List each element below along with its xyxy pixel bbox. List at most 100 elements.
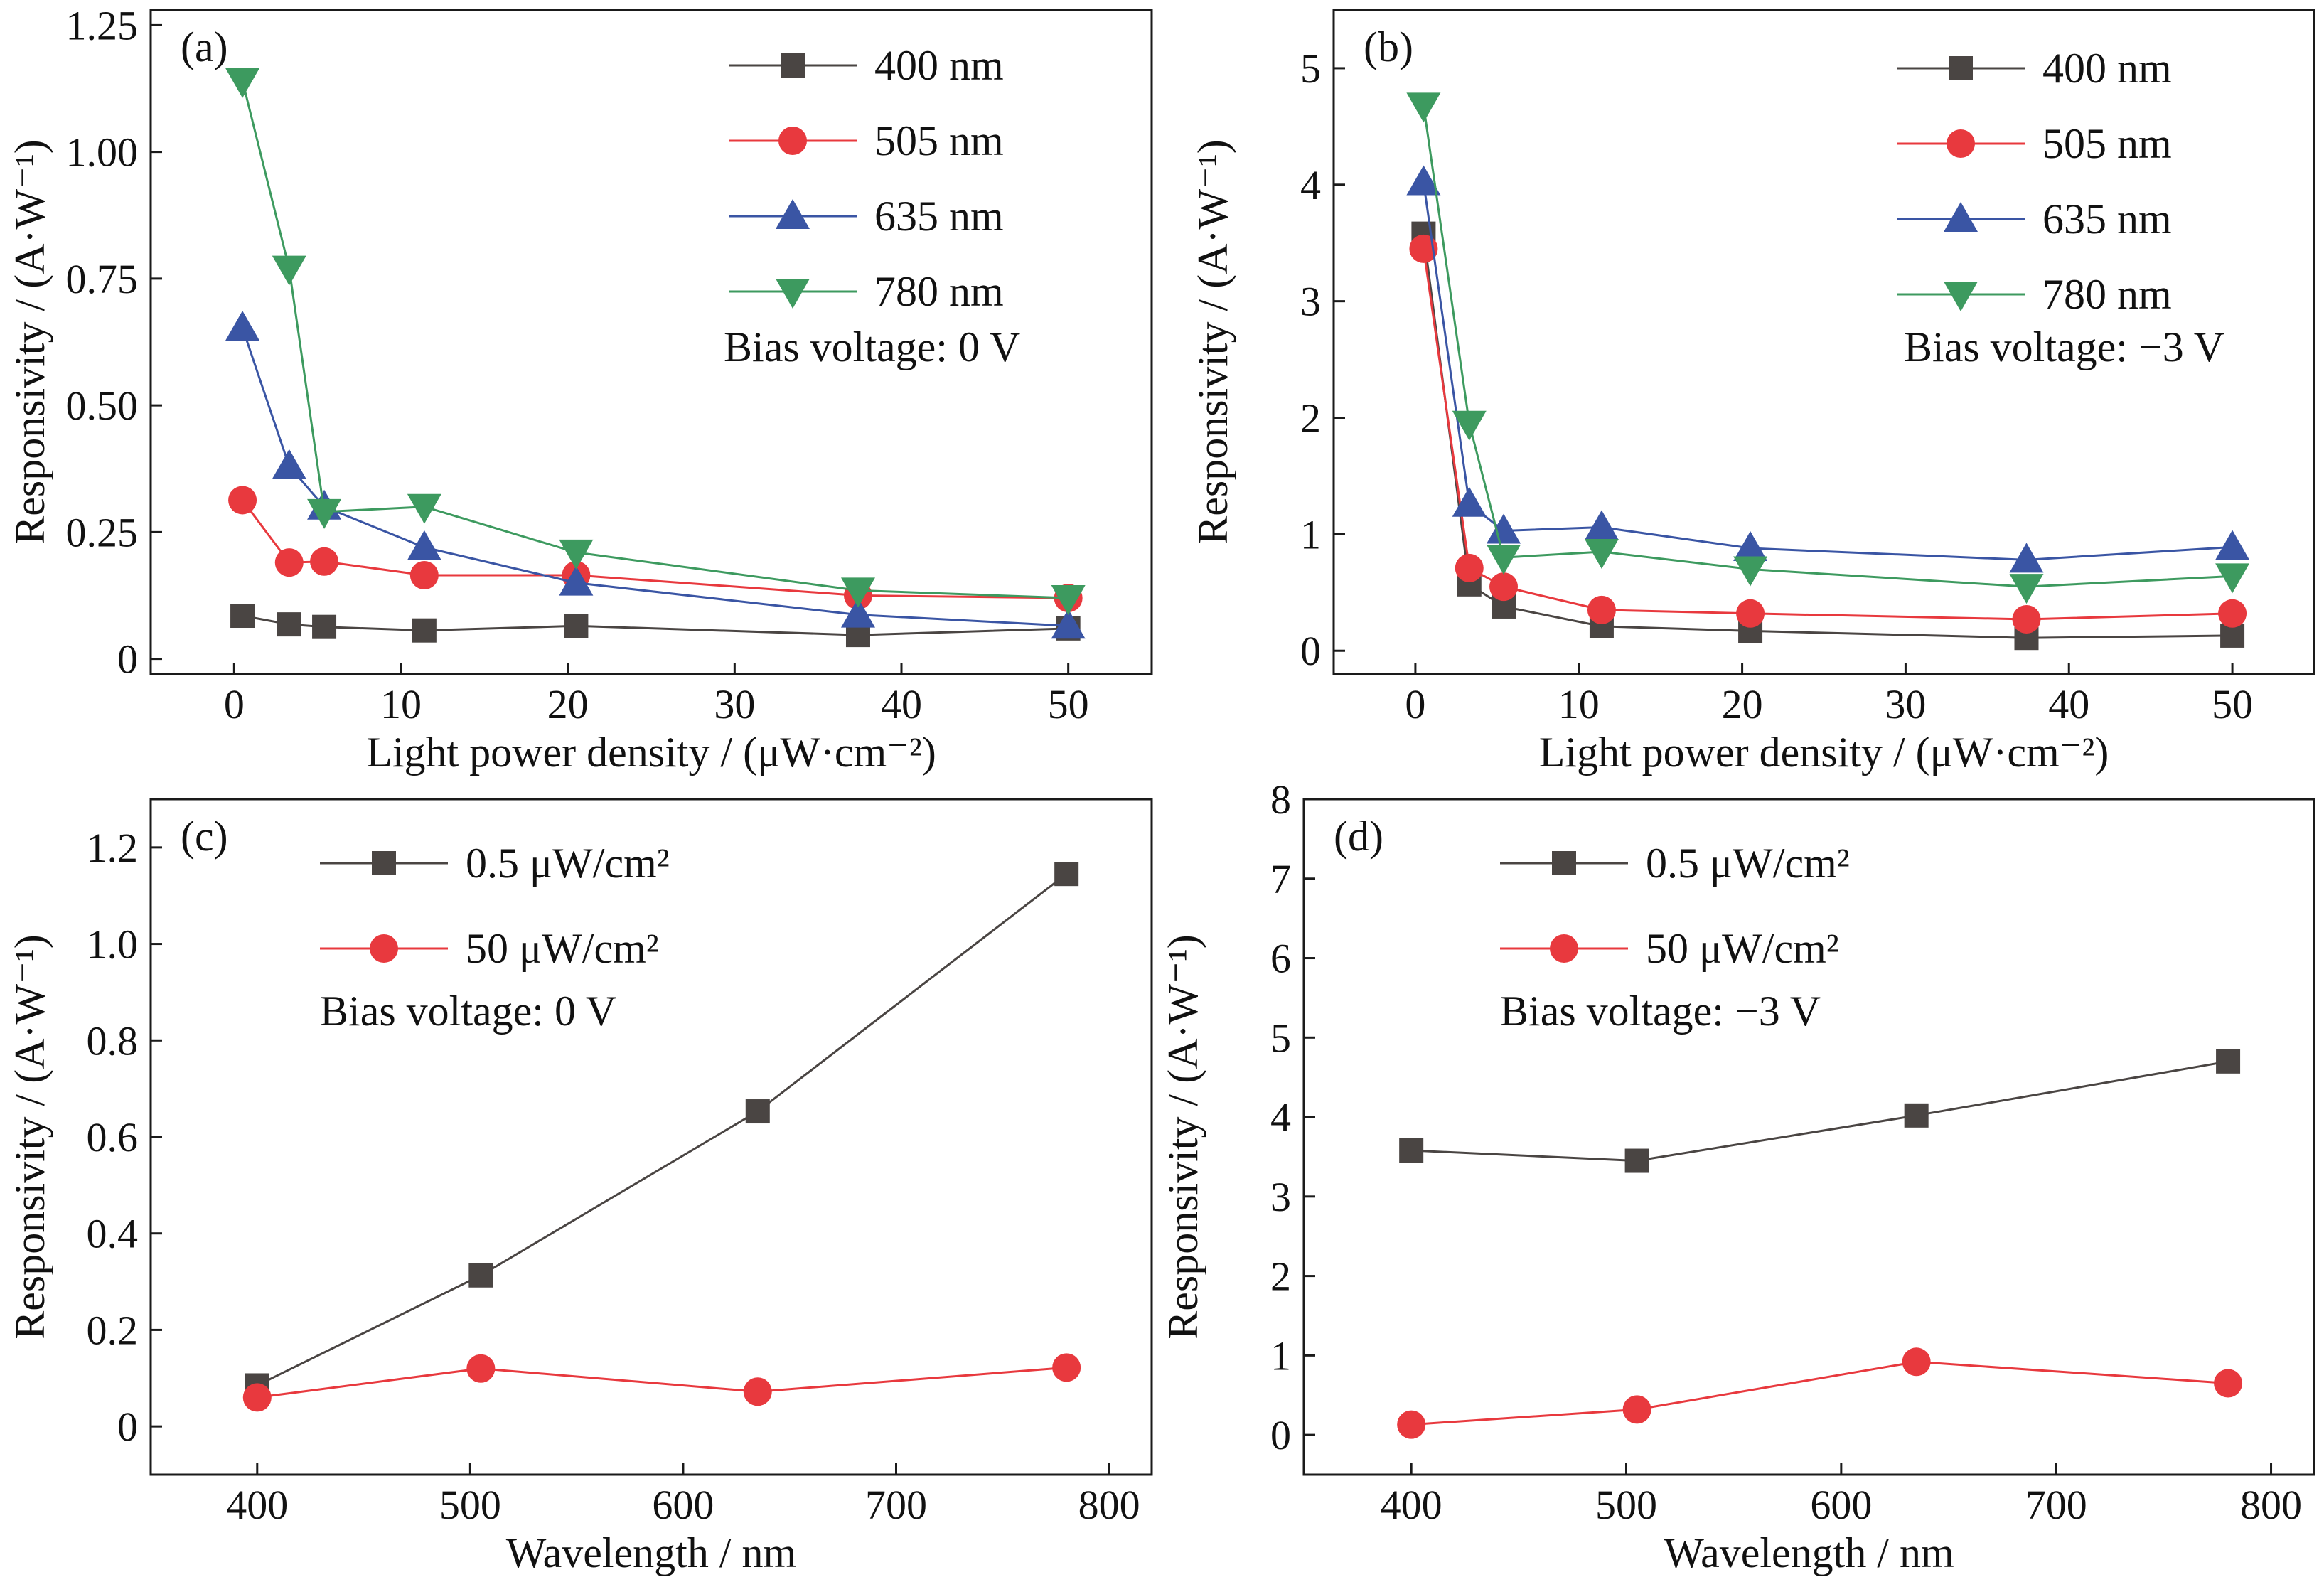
y-tick-label: 4 [1300, 162, 1321, 208]
y-tick-label: 6 [1270, 936, 1291, 982]
y-tick-label: 0.75 [66, 256, 139, 302]
y-tick-label: 5 [1300, 46, 1321, 92]
data-point [1455, 553, 1484, 582]
data-point [743, 1377, 772, 1406]
data-point [1406, 165, 1441, 196]
x-tick-label: 400 [1381, 1482, 1442, 1528]
plot-frame [149, 9, 1153, 675]
data-point [1733, 556, 1768, 587]
y-tick-label: 2 [1300, 395, 1321, 442]
data-point [840, 597, 875, 628]
data-point [1489, 572, 1519, 602]
x-tick-label: 0 [224, 681, 245, 727]
x-tick-label: 600 [652, 1482, 714, 1528]
y-tick-label: 0 [1270, 1412, 1291, 1458]
y-tick-label: 2 [1270, 1254, 1291, 1300]
x-tick-label: 500 [1595, 1482, 1657, 1528]
data-point [1051, 585, 1086, 616]
legend-marker [1552, 851, 1576, 875]
plot-frame [1302, 798, 2315, 1476]
y-axis-label: Responsivity / (A·W⁻¹) [6, 139, 53, 545]
legend-label: 50 μW/cm² [466, 925, 659, 972]
legend-marker [1550, 934, 1578, 963]
x-axis-label: Light power density / (μW·cm⁻²) [1539, 729, 2109, 776]
panel-label: (b) [1364, 23, 1413, 70]
data-point [1397, 1410, 1426, 1439]
x-axis-label: Light power density / (μW·cm⁻²) [366, 729, 936, 776]
y-tick-label: 1 [1270, 1332, 1291, 1379]
data-point [2215, 530, 2250, 560]
bias-voltage-annotation: Bias voltage: 0 V [320, 988, 616, 1035]
y-tick-label: 0.4 [87, 1211, 139, 1257]
panel-label: (c) [181, 813, 228, 860]
data-point [407, 530, 441, 560]
legend-label: 50 μW/cm² [1646, 925, 1839, 972]
data-point [310, 547, 339, 576]
x-tick-label: 600 [1810, 1482, 1872, 1528]
y-tick-label: 0.8 [87, 1017, 139, 1064]
data-point [272, 255, 306, 286]
x-tick-label: 10 [380, 681, 422, 727]
data-point [2009, 543, 2044, 573]
data-point [559, 565, 594, 596]
legend-marker [776, 279, 810, 309]
data-point [277, 612, 301, 637]
data-point [409, 560, 439, 589]
data-point [1904, 1103, 1929, 1128]
plot-frame [1332, 9, 2315, 675]
x-tick-label: 50 [1048, 681, 1089, 727]
x-tick-label: 40 [881, 681, 922, 727]
y-axis-label: Responsivity / (A·W⁻¹) [1189, 139, 1236, 545]
panel-c: 400 500 600 700 800 0 0.2 0.4 0.6 0.8 1.0 1.2 Wavele… [6, 798, 1153, 1576]
x-tick-label: 700 [2025, 1482, 2087, 1528]
series-line [257, 872, 1068, 1386]
data-point [2215, 563, 2250, 594]
panel-label: (d) [1334, 813, 1383, 860]
data-point [1051, 609, 1086, 639]
bias-voltage-annotation: Bias voltage: −3 V [1904, 324, 2224, 370]
legend-marker [1944, 202, 1978, 232]
data-point [407, 493, 441, 524]
data-point [1733, 531, 1768, 562]
legend-marker [370, 934, 398, 963]
series-line [1411, 1360, 2229, 1426]
data-point [2009, 574, 2044, 604]
data-point [1587, 595, 1616, 624]
legend-marker [781, 53, 805, 78]
legend-label: 780 nm [874, 268, 1004, 315]
legend-label: 400 nm [874, 42, 1004, 89]
y-tick-label: 0 [117, 1404, 138, 1450]
y-tick-label: 0.50 [66, 383, 139, 429]
y-tick-label: 1.0 [87, 921, 139, 968]
data-point [228, 486, 257, 515]
bias-voltage-annotation: Bias voltage: −3 V [1500, 988, 1821, 1035]
y-tick-label: 1.00 [66, 129, 139, 176]
legend-label: 505 nm [2042, 120, 2172, 167]
bias-voltage-annotation: Bias voltage: 0 V [724, 324, 1020, 370]
panel-d: 400 500 600 700 800 0 1 2 3 4 5 6 7 8 Wavelength / nm R… [1160, 776, 2315, 1576]
y-tick-label: 4 [1270, 1094, 1291, 1140]
data-point [2216, 1049, 2241, 1074]
data-point [1399, 1138, 1424, 1163]
data-point [1452, 486, 1487, 517]
legend-label: 635 nm [2042, 196, 2172, 242]
data-point [412, 618, 437, 643]
series-line [241, 499, 1069, 599]
data-point [559, 539, 594, 570]
x-tick-label: 40 [2048, 681, 2089, 727]
y-tick-label: 0.25 [66, 509, 139, 555]
x-tick-label: 10 [1558, 681, 1600, 727]
data-point [225, 68, 260, 98]
data-point [1584, 538, 1619, 569]
y-tick-label: 3 [1300, 279, 1321, 325]
y-tick-label: 0.6 [87, 1114, 139, 1160]
data-point [225, 311, 260, 341]
x-tick-label: 800 [1078, 1482, 1140, 1528]
legend-label: 635 nm [874, 193, 1004, 240]
data-point [1584, 510, 1619, 540]
legend-label: 780 nm [2042, 271, 2172, 318]
data-point [2214, 1369, 2243, 1398]
data-point [1452, 410, 1487, 441]
y-tick-label: 0 [1300, 628, 1321, 674]
x-tick-label: 0 [1405, 681, 1425, 727]
